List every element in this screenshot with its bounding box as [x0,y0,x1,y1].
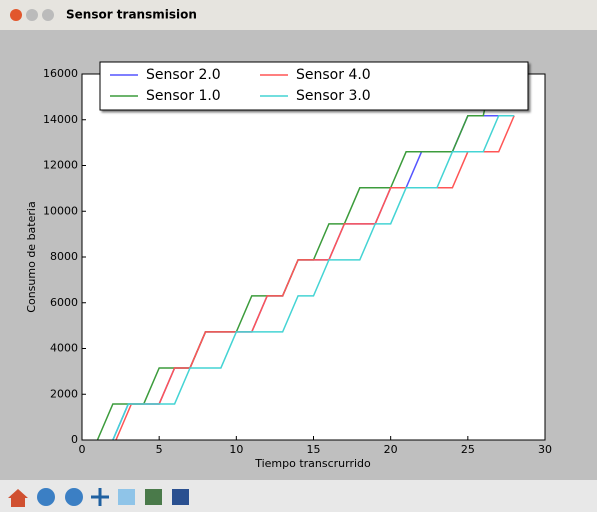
x-tick-label: 5 [156,443,163,456]
legend-label: Sensor 1.0 [146,88,221,104]
x-tick-label: 10 [229,443,243,456]
x-axis-label: Tiempo transcrurrido [254,457,371,470]
y-tick-label: 6000 [50,296,78,309]
window-title: Sensor transmision [66,8,197,22]
x-tick-label: 15 [307,443,321,456]
plot-area [82,74,545,440]
x-tick-label: 20 [384,443,398,456]
forward-button[interactable] [65,488,83,506]
close-button[interactable] [10,9,22,21]
home-button[interactable] [8,489,28,507]
legend-label: Sensor 4.0 [296,67,371,83]
y-tick-label: 8000 [50,250,78,263]
zoom-button[interactable] [118,489,135,505]
y-tick-label: 10000 [43,204,78,217]
y-tick-label: 12000 [43,159,78,172]
back-button[interactable] [37,488,55,506]
y-tick-label: 2000 [50,387,78,400]
minimize-button[interactable] [26,9,38,21]
plot [96,79,515,440]
y-axis-label: Consumo de bateria [25,201,38,312]
maximize-button[interactable] [42,9,54,21]
pan-button[interactable] [91,488,109,506]
y-tick-label: 14000 [43,113,78,126]
y-tick-label: 16000 [43,67,78,80]
legend-label: Sensor 2.0 [146,67,221,83]
title-bar [0,0,597,30]
toolbar [0,480,597,512]
save-button[interactable] [172,489,189,505]
legend-label: Sensor 3.0 [296,88,371,104]
y-tick-label: 4000 [50,342,78,355]
x-tick-label: 30 [538,443,552,456]
series-line [112,114,515,440]
y-tick-label: 0 [71,433,78,446]
subplots-button[interactable] [145,489,162,505]
x-tick-label: 0 [79,443,86,456]
series-line [115,115,515,440]
legend-box [99,61,529,111]
toolbar-icons [8,488,189,507]
x-tick-label: 25 [461,443,475,456]
